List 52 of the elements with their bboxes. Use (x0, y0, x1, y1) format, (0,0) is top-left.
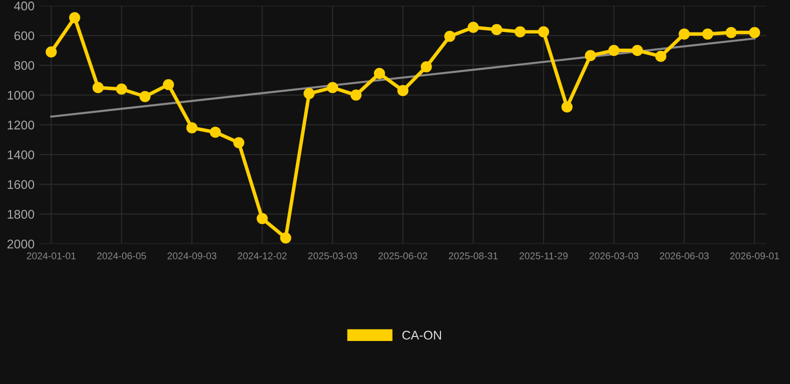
point (632, 44, 643, 56)
point (468, 22, 479, 33)
x-tick-label: 2024-09-03 (168, 252, 216, 260)
point (116, 84, 128, 95)
y-tick-label: 400 (14, 2, 34, 10)
point (655, 50, 666, 62)
point (538, 26, 550, 38)
x-tick-label: 2026-09-01 (730, 252, 779, 260)
point (444, 30, 456, 42)
legend-label: CA-ON (402, 330, 441, 340)
y-tick-label: 2000 (7, 240, 34, 248)
point (350, 89, 362, 101)
point (233, 137, 244, 148)
x-tick-label: 2025-03-03 (308, 252, 358, 260)
y-tick-label: 800 (14, 61, 34, 70)
y-tick-label: 1400 (8, 150, 34, 160)
point (514, 26, 526, 38)
x-tick-label: 2024-12-02 (238, 252, 287, 260)
y-tick-label: 600 (14, 31, 34, 40)
point (256, 212, 268, 224)
x-tick-label: 2025-06-02 (378, 252, 428, 260)
point (139, 90, 151, 102)
point (397, 85, 408, 96)
x-tick-label: 2024-01-01 (26, 252, 76, 260)
point (304, 88, 315, 100)
point (678, 28, 690, 40)
point (702, 28, 714, 40)
y-tick-label: 1600 (8, 180, 34, 189)
point (162, 79, 174, 90)
point (491, 24, 502, 36)
x-tick-label: 2026-03-03 (590, 252, 638, 260)
x-tick-label: 2024-06-05 (97, 252, 146, 260)
point (608, 44, 620, 56)
point (210, 126, 221, 138)
point (726, 26, 737, 38)
point (584, 50, 596, 62)
point (280, 232, 292, 244)
x-tick-label: 2025-08-31 (448, 252, 498, 260)
point (46, 46, 57, 58)
point (69, 12, 80, 24)
point (92, 82, 104, 94)
x-tick-label: 2026-06-03 (660, 252, 709, 260)
point (186, 122, 198, 134)
point (374, 68, 386, 80)
point (561, 101, 573, 112)
y-tick-label: 1200 (8, 120, 34, 130)
point (749, 26, 760, 38)
point (420, 61, 432, 72)
point (327, 82, 338, 94)
x-tick-label: 2025-11-29 (520, 252, 568, 260)
y-tick-label: 1800 (8, 210, 34, 219)
y-tick-label: 1000 (8, 90, 34, 100)
